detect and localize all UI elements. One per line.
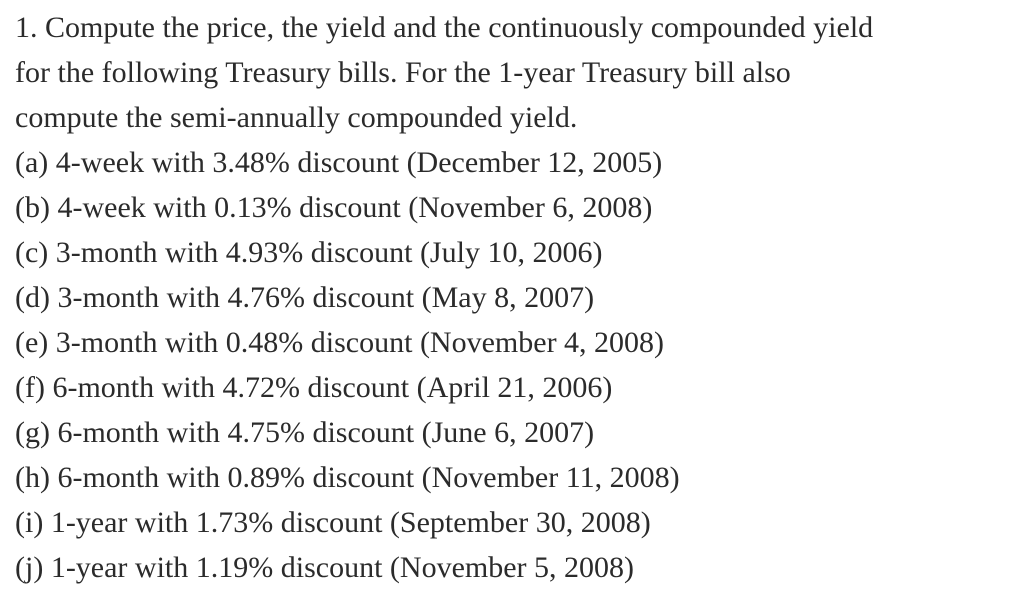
question-item: (c) 3-month with 4.93% discount (July 10…: [15, 236, 603, 269]
question-text: compute the semi-annually compounded yie…: [15, 101, 578, 134]
question-text: for the following Treasury bills. For th…: [15, 56, 791, 89]
question-item: (d) 3-month with 4.76% discount (May 8, …: [15, 281, 595, 314]
question-item: (i) 1-year with 1.73% discount (Septembe…: [15, 506, 651, 539]
question-item: (g) 6-month with 4.75% discount (June 6,…: [15, 416, 595, 449]
question-item: (h) 6-month with 0.89% discount (Novembe…: [15, 461, 680, 494]
question-item: (a) 4-week with 3.48% discount (December…: [15, 146, 663, 179]
question-item: (j) 1-year with 1.19% discount (November…: [15, 551, 635, 584]
question-item: (b) 4-week with 0.13% discount (November…: [15, 191, 653, 224]
question: 1. Compute the price, the yield and the …: [15, 5, 1020, 590]
question-text: 1. Compute the price, the yield and the …: [15, 11, 874, 44]
question-item: (e) 3-month with 0.48% discount (Novembe…: [15, 326, 665, 359]
question-item: (f) 6-month with 4.72% discount (April 2…: [15, 371, 613, 404]
